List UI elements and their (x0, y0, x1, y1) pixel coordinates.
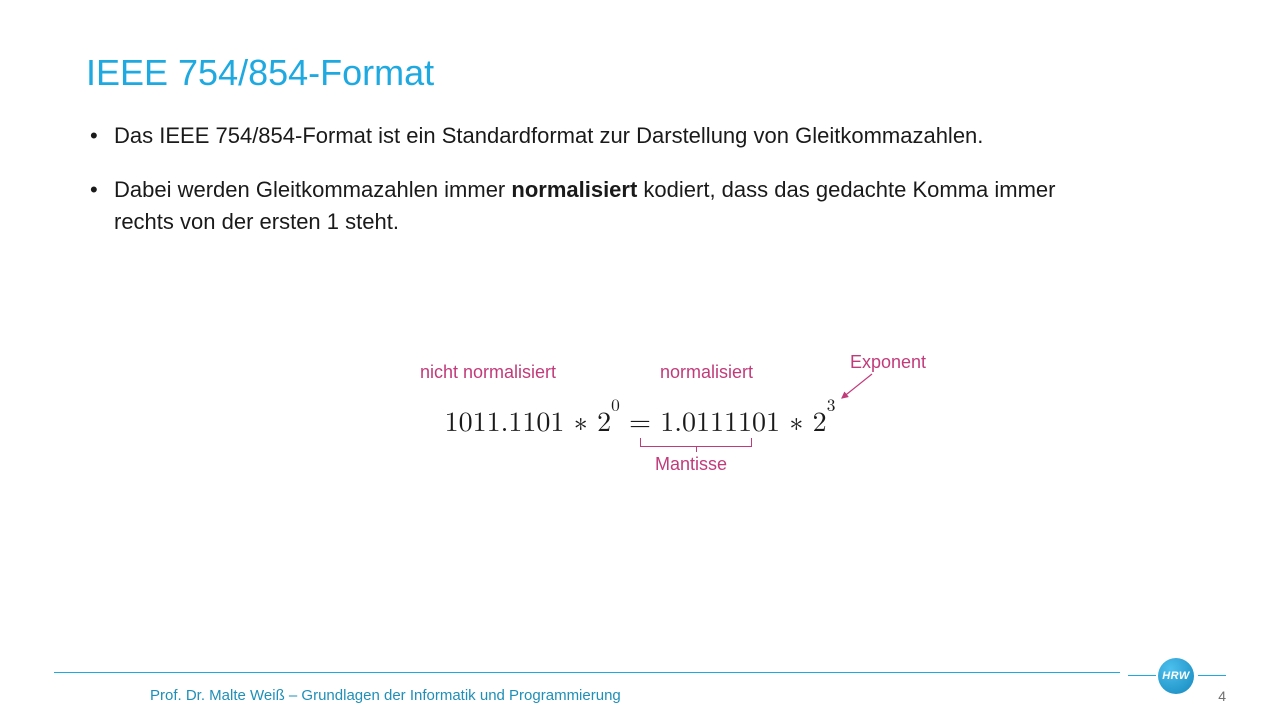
logo-text: HRW (1162, 670, 1190, 682)
slide-body: Das IEEE 754/854-Format ist ein Standard… (86, 120, 1106, 260)
bullet-list: Das IEEE 754/854-Format ist ein Standard… (86, 120, 1106, 238)
annotation-not-normalized: nicht normalisiert (420, 362, 556, 383)
page-number: 4 (1218, 688, 1226, 704)
times-symbol: ∗ (789, 400, 812, 440)
equals-symbol: = (629, 400, 660, 440)
bullet-item: Dabei werden Gleitkommazahlen immer norm… (86, 174, 1106, 238)
exponent-arrow-icon (0, 360, 1280, 560)
slide: IEEE 754/854-Format Das IEEE 754/854-For… (0, 0, 1280, 720)
annotation-exponent: Exponent (850, 352, 926, 373)
hrw-logo: HRW (1158, 658, 1194, 694)
bullet-item: Das IEEE 754/854-Format ist ein Standard… (86, 120, 1106, 152)
lhs-exponent: 0 (611, 392, 620, 417)
formula-equation: 1011.1101 ∗ 20 = 1.0111101 ∗ 23 (445, 400, 836, 440)
bullet-text-pre: Dabei werden Gleitkommazahlen immer (114, 177, 511, 202)
annotation-mantisse: Mantisse (655, 454, 727, 475)
lhs-base: 2 (597, 400, 611, 440)
slide-footer: HRW Prof. Dr. Malte Weiß – Grundlagen de… (0, 650, 1280, 720)
rhs-base: 2 (813, 400, 827, 440)
rhs-fraction: 0111101 (682, 400, 780, 440)
rhs-integer: 1. (660, 400, 682, 440)
bullet-text: Das IEEE 754/854-Format ist ein Standard… (114, 123, 983, 148)
bullet-text-bold: normalisiert (511, 177, 637, 202)
logo-line-right (1198, 675, 1226, 676)
lhs-mantissa: 1011.1101 (445, 400, 565, 440)
formula-area: nicht normalisiert normalisiert Exponent… (0, 360, 1280, 560)
footer-divider (54, 672, 1120, 673)
logo-line-left (1128, 675, 1156, 676)
slide-title: IEEE 754/854-Format (86, 52, 434, 94)
annotation-normalized: normalisiert (660, 362, 753, 383)
rhs-exponent: 3 (827, 392, 836, 417)
times-symbol: ∗ (574, 400, 597, 440)
mantisse-brace-icon (640, 438, 752, 447)
footer-text: Prof. Dr. Malte Weiß – Grundlagen der In… (150, 687, 621, 704)
